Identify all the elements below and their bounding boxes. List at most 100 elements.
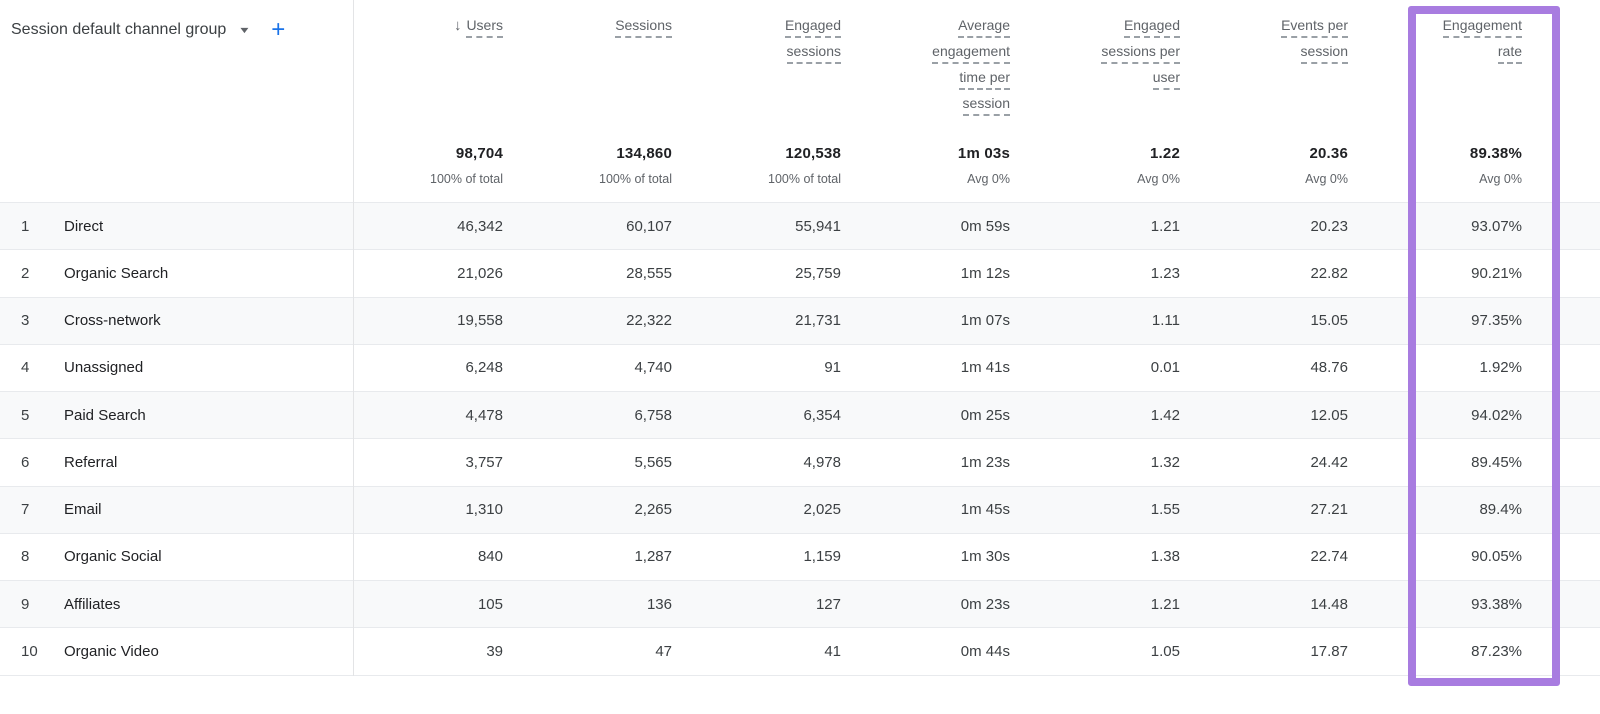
cell-engaged_sessions_per_user: 1.42 (1150, 406, 1180, 424)
cell-engagement_rate: 1.92% (1479, 359, 1522, 377)
column-header-line: ↓ Users (353, 17, 503, 43)
column-header-line: Average (841, 17, 1010, 43)
column-header-label[interactable]: sessions per (1101, 43, 1180, 64)
dimension-picker-label[interactable]: Session default channel group (11, 21, 227, 38)
total-value: 89.38% (1469, 145, 1522, 162)
row-index: 5 (21, 406, 30, 424)
table-row: 6 Referral 3,757 5,565 4,978 1m 23s 1.32 24.42 8… (0, 439, 1600, 487)
dimension-picker[interactable]: Session default channel group ▼ + (0, 0, 353, 44)
dimension-cell: 9 Affiliates (0, 596, 353, 613)
sort-desc-icon: ↓ (453, 17, 462, 34)
cell-avg_engagement_time_per_session: 0m 23s (960, 595, 1010, 613)
column-header-line: time per (841, 69, 1010, 95)
column-header-label[interactable]: rate (1497, 43, 1522, 64)
cell-events_per_session: 22.74 (1310, 548, 1348, 566)
cell-engaged_sessions_per_user: 1.38 (1150, 548, 1180, 566)
cell-users: 39 (486, 642, 503, 660)
cell-users: 19,558 (457, 312, 503, 330)
cell-events_per_session: 20.23 (1310, 217, 1348, 235)
cell-events_per_session: 48.76 (1310, 359, 1348, 377)
column-header-label[interactable]: Sessions (615, 17, 672, 38)
totals-filler (1522, 140, 1600, 202)
cell-users: 3,757 (465, 453, 503, 471)
cell-events_per_session: 12.05 (1310, 406, 1348, 424)
total-events_per_session: 20.36 Avg 0% (1180, 140, 1348, 202)
column-header-sessions[interactable]: Sessions (503, 0, 672, 140)
dimension-cell: 1 Direct (0, 218, 353, 235)
column-header-line: rate (1348, 43, 1522, 69)
dimension-column-divider (353, 0, 354, 676)
dimension-cell: 2 Organic Search (0, 265, 353, 282)
row-index: 10 (21, 642, 38, 660)
column-header-engagement_rate[interactable]: Engagement rate (1348, 0, 1522, 140)
total-value: 1.22 (1150, 145, 1180, 162)
cell-sessions: 47 (655, 642, 672, 660)
column-header-users[interactable]: ↓ Users (353, 0, 503, 140)
column-header-engaged_sessions[interactable]: Engaged sessions (672, 0, 841, 140)
cell-engaged_sessions_per_user: 1.21 (1150, 217, 1180, 235)
cell-engaged_sessions_per_user: 1.11 (1151, 312, 1180, 330)
column-header-label[interactable]: session (1300, 43, 1348, 64)
column-header-label[interactable]: Events per (1281, 17, 1348, 38)
column-header-label[interactable]: user (1152, 69, 1180, 90)
table-row: 9 Affiliates 105 136 127 0m 23s 1.21 14.48 93.38… (0, 581, 1600, 629)
cell-avg_engagement_time_per_session: 1m 30s (960, 548, 1010, 566)
column-header-label[interactable]: sessions (786, 43, 841, 64)
cell-sessions: 136 (646, 595, 672, 613)
dimension-cell: 5 Paid Search (0, 407, 353, 424)
dropdown-arrow-icon[interactable]: ▼ (238, 25, 252, 35)
cell-avg_engagement_time_per_session: 0m 44s (960, 642, 1010, 660)
dimension-cell: 7 Email (0, 501, 353, 518)
column-header-line: engagement (841, 43, 1010, 69)
column-header-engaged_sessions_per_user[interactable]: Engaged sessions per user (1010, 0, 1180, 140)
cell-engagement_rate: 87.23% (1471, 642, 1522, 660)
cell-sessions: 6,758 (634, 406, 672, 424)
cell-engaged_sessions: 127 (815, 595, 841, 613)
row-index: 6 (21, 453, 30, 471)
column-header-line: Engaged (1010, 17, 1180, 43)
cell-avg_engagement_time_per_session: 0m 59s (960, 217, 1010, 235)
cell-sessions: 4,740 (634, 359, 672, 377)
column-header-avg_engagement_time_per_session[interactable]: Average engagement time per session (841, 0, 1010, 140)
cell-avg_engagement_time_per_session: 1m 23s (960, 453, 1010, 471)
column-header-label[interactable]: time per (959, 69, 1010, 90)
cell-events_per_session: 14.48 (1310, 595, 1348, 613)
cell-engaged_sessions: 6,354 (803, 406, 841, 424)
cell-avg_engagement_time_per_session: 1m 07s (960, 312, 1010, 330)
column-header-line: user (1010, 69, 1180, 95)
cell-engaged_sessions: 2,025 (803, 501, 841, 519)
table-row: 4 Unassigned 6,248 4,740 91 1m 41s 0.01 48.76 1.… (0, 345, 1600, 392)
table-header-row: Session default channel group ▼ + ↓ Users… (0, 0, 1600, 140)
channel-label: Referral (64, 453, 118, 471)
total-subtext: Avg 0% (1137, 172, 1180, 186)
dimension-cell: 10 Organic Video (0, 643, 353, 660)
totals-dim-spacer (0, 140, 353, 202)
column-header-label[interactable]: session (962, 95, 1010, 116)
cell-engaged_sessions_per_user: 1.21 (1150, 595, 1180, 613)
total-value: 134,860 (616, 145, 672, 162)
column-header-label[interactable]: Average (958, 17, 1010, 38)
table-row: 1 Direct 46,342 60,107 55,941 0m 59s 1.21 20.23… (0, 203, 1600, 251)
total-value: 98,704 (455, 145, 503, 162)
column-header-label[interactable]: Engaged (1123, 17, 1180, 38)
cell-engagement_rate: 90.05% (1471, 548, 1522, 566)
column-header-label[interactable]: Engaged (784, 17, 841, 38)
dimension-cell: 8 Organic Social (0, 548, 353, 565)
column-header-label[interactable]: Users (466, 17, 503, 38)
channel-label: Affiliates (64, 595, 121, 613)
table-row: 8 Organic Social 840 1,287 1,159 1m 30s 1.38 22… (0, 534, 1600, 581)
cell-users: 6,248 (465, 359, 503, 377)
column-header-events_per_session[interactable]: Events per session (1180, 0, 1348, 140)
channel-label: Organic Search (64, 264, 169, 282)
table-row: 5 Paid Search 4,478 6,758 6,354 0m 25s 1.42 12.… (0, 392, 1600, 440)
column-header-label[interactable]: Engagement (1442, 17, 1522, 38)
channel-label: Organic Video (64, 642, 159, 660)
row-index: 7 (21, 501, 30, 519)
cell-engaged_sessions_per_user: 1.23 (1150, 264, 1180, 282)
cell-engaged_sessions: 25,759 (795, 264, 841, 282)
cell-engaged_sessions: 91 (824, 359, 841, 377)
column-header-label[interactable]: engagement (932, 43, 1010, 64)
cell-avg_engagement_time_per_session: 1m 12s (960, 264, 1010, 282)
channel-label: Organic Social (64, 548, 162, 566)
add-dimension-button[interactable]: + (271, 16, 286, 43)
